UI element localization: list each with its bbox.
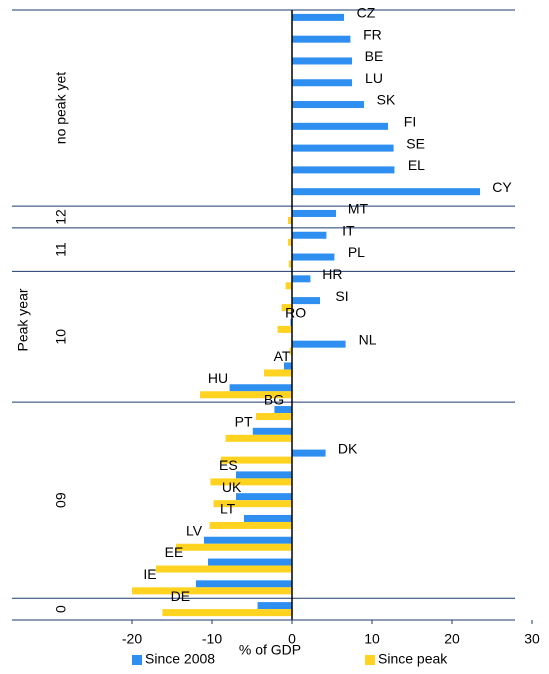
category-label: AT [274, 348, 291, 364]
category-label: IT [342, 222, 355, 238]
bar [200, 391, 292, 399]
bar [176, 543, 292, 551]
group-label: 0 [53, 605, 69, 613]
bar [156, 565, 292, 573]
bar [292, 275, 311, 283]
bar [274, 406, 292, 414]
bar [252, 427, 292, 435]
bar [162, 609, 292, 617]
category-label: CZ [357, 5, 376, 21]
category-label: PL [348, 244, 365, 260]
group-axis-label: Peak year [15, 288, 31, 351]
category-label: CY [492, 179, 512, 195]
bar [132, 587, 292, 595]
bar [292, 13, 344, 21]
bar [277, 325, 292, 333]
bar [196, 580, 292, 588]
category-label: LU [365, 70, 383, 86]
bar [292, 144, 394, 152]
category-label: MT [348, 201, 369, 217]
category-label: IE [143, 566, 156, 582]
x-axis-label: % of GDP [239, 642, 301, 658]
bar [292, 122, 388, 130]
category-label: LV [186, 522, 203, 538]
bar [292, 79, 352, 87]
bar [209, 521, 292, 529]
bar [204, 536, 292, 544]
bar [264, 369, 292, 377]
group-label: 09 [53, 492, 69, 508]
bar [225, 434, 292, 442]
bar [292, 340, 346, 348]
category-label: DE [171, 588, 190, 604]
bar [292, 209, 336, 217]
category-label: SI [335, 288, 348, 304]
bar [290, 318, 292, 326]
bar [220, 456, 292, 464]
bar [292, 166, 395, 174]
bar [257, 602, 292, 610]
x-tick-label: 30 [524, 631, 540, 647]
category-label: HU [208, 370, 228, 386]
category-label: SE [406, 135, 425, 151]
bar [236, 493, 292, 501]
x-tick-label: -10 [202, 631, 222, 647]
category-label: ES [219, 457, 238, 473]
bar [285, 282, 292, 290]
bar [210, 478, 292, 486]
bar [288, 216, 292, 224]
category-label: PT [235, 414, 253, 430]
bar [292, 297, 320, 305]
legend-swatch [132, 655, 142, 665]
group-label: no peak yet [53, 72, 69, 144]
group-label: 12 [53, 209, 69, 225]
bar [288, 238, 292, 246]
bar [244, 514, 292, 522]
bar [292, 35, 351, 43]
legend-label: Since peak [378, 651, 448, 667]
bar [288, 260, 292, 268]
category-label: HR [322, 266, 342, 282]
category-label: EL [408, 157, 425, 173]
category-label: LT [220, 501, 236, 517]
x-tick-label: 20 [444, 631, 460, 647]
category-label: BG [264, 392, 284, 408]
bar [292, 57, 352, 65]
legend-label: Since 2008 [145, 651, 215, 667]
category-label: BE [365, 48, 384, 64]
bar [292, 101, 364, 109]
x-tick-label: -20 [122, 631, 142, 647]
bar [289, 347, 292, 355]
bar [256, 413, 292, 421]
category-label: RO [285, 305, 306, 321]
category-label: EE [165, 544, 184, 560]
bar [236, 471, 292, 479]
category-label: UK [222, 479, 242, 495]
x-tick-label: 0 [288, 631, 296, 647]
bar [281, 304, 292, 312]
category-label: SK [377, 92, 396, 108]
group-label: 10 [53, 329, 69, 345]
bar [208, 558, 292, 566]
bar [229, 384, 292, 392]
x-tick-label: 10 [364, 631, 380, 647]
category-label: FI [404, 114, 416, 130]
legend-swatch [365, 655, 375, 665]
bar [292, 449, 326, 457]
bar [284, 362, 292, 370]
category-label: FR [363, 26, 382, 42]
category-label: DK [338, 440, 358, 456]
bar [292, 188, 480, 196]
bar [213, 500, 292, 508]
group-label: 11 [53, 242, 69, 257]
bar [292, 231, 327, 239]
category-label: NL [359, 331, 377, 347]
bar [292, 253, 335, 261]
